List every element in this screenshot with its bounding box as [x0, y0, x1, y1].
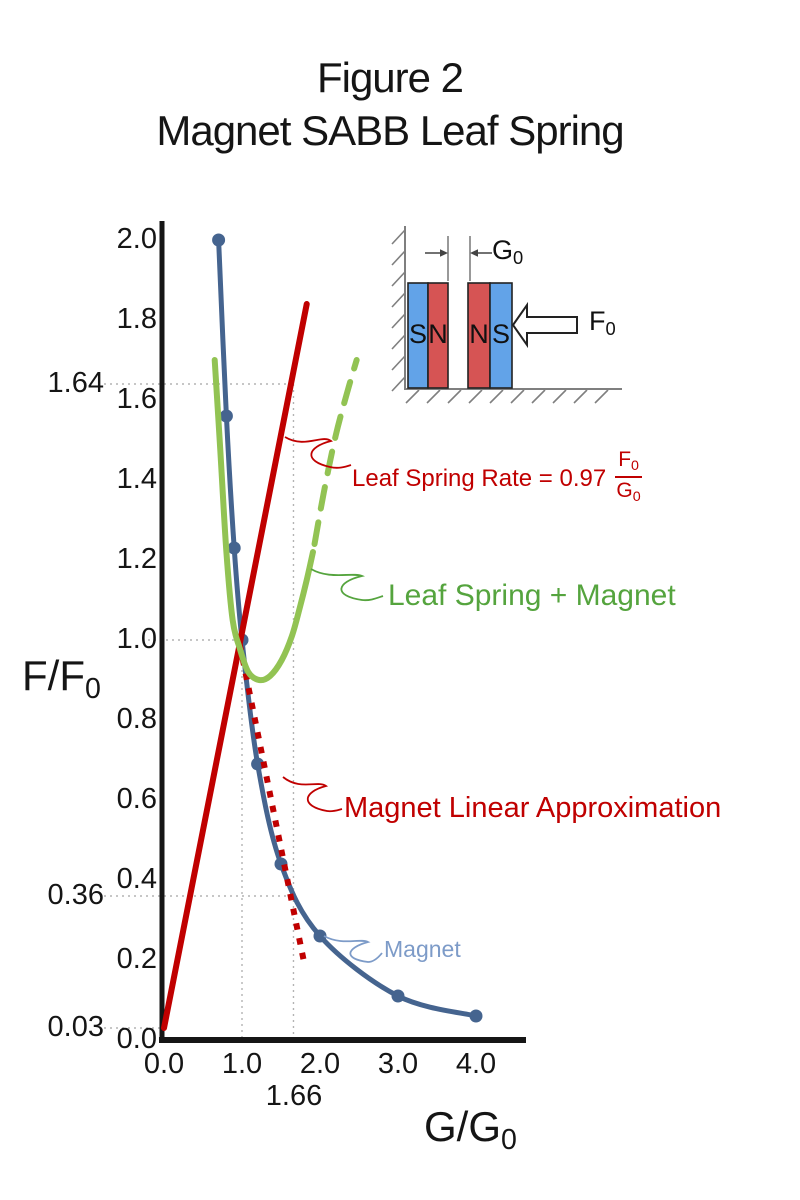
fraction-numerator: F0	[615, 448, 642, 478]
inset-wall-hatch	[391, 229, 406, 245]
y-tick-label-1.2: 1.2	[116, 543, 157, 575]
magnet-pole-label: N	[428, 319, 448, 349]
y-tick-label-0.8: 0.8	[116, 703, 157, 735]
inset-wall-hatch	[391, 376, 406, 392]
x-tick-label-0.0: 0.0	[143, 1048, 185, 1080]
magnet-data-point-6	[313, 929, 327, 943]
guide-label-1-66: 1.66	[265, 1080, 323, 1112]
inset-wall-hatch	[391, 292, 406, 308]
inset-ground-hatch	[405, 389, 420, 404]
magnet-data-point-2	[227, 541, 241, 555]
x-tick-label-1.0: 1.0	[221, 1048, 263, 1080]
fraction-denominator: G0	[616, 478, 641, 505]
y-tick-label-0.0: 0.0	[116, 1023, 157, 1055]
dim-arrowhead-left	[440, 249, 448, 257]
squiggle-leader-leaf-spring-plus-magnet	[310, 568, 384, 602]
x-tick-label-4.0: 4.0	[455, 1048, 497, 1080]
figure-title: Figure 2	[316, 54, 464, 101]
inset-ground-hatch	[531, 389, 546, 404]
inset-force-label-f0: F0	[589, 306, 616, 340]
x-tick-label-2.0: 2.0	[299, 1048, 341, 1080]
force-block-arrow	[511, 301, 578, 349]
squiggle-leader-magnet	[323, 935, 383, 963]
title-block: Figure 2 Magnet SABB Leaf Spring	[0, 52, 780, 157]
magnet-pole-label: S	[492, 319, 510, 349]
inset-ground-hatch	[552, 389, 567, 404]
guide-label-0.03: 0.03	[47, 1011, 104, 1043]
y-axis-title-base: F/F	[22, 652, 85, 699]
squiggle-leader-leaf-spring-rate	[284, 436, 352, 469]
inset-wall-hatch	[391, 334, 406, 350]
guide-label-1.64: 1.64	[47, 367, 104, 399]
inset-ground-hatch	[468, 389, 483, 404]
x-tick-label-3.0: 3.0	[377, 1048, 419, 1080]
series-path-1-leaf-spring-rate-line-slope-0-97-intercept-0-03-	[161, 301, 310, 1031]
y-axis-title-sub: 0	[84, 672, 101, 705]
y-tick-label-1.8: 1.8	[116, 303, 157, 335]
y-tick-label-0.6: 0.6	[116, 783, 157, 815]
magnet-pole-label: S	[409, 319, 427, 349]
y-tick-label-1.6: 1.6	[116, 383, 157, 415]
magnet-pole-label: N	[469, 319, 489, 349]
magnet-data-point-1	[219, 409, 233, 423]
inset-wall-hatch	[391, 313, 406, 329]
magnet-data-point-7	[391, 989, 405, 1003]
inset-ground-hatch	[510, 389, 525, 404]
figure-subtitle: Magnet SABB Leaf Spring	[156, 106, 624, 154]
inset-wall-hatch	[391, 250, 406, 266]
y-tick-label-0.2: 0.2	[116, 943, 157, 975]
inset-ground-hatch	[447, 389, 462, 404]
inset-ground-hatch	[426, 389, 441, 404]
annotation-leaf-spring-rate: Leaf Spring Rate = 0.97 F0 G0	[352, 448, 642, 507]
annotation-magnet-linear-approximation: Magnet Linear Approximation	[344, 792, 722, 824]
magnet-data-point-8	[469, 1009, 483, 1023]
inset-magnet-1-right-half	[489, 282, 513, 389]
inset-ground-hatch	[594, 389, 609, 404]
x-axis-title-base: G/G	[424, 1103, 502, 1150]
inset-magnet-0-right-half	[427, 282, 449, 389]
leader-squiggle-layer	[282, 436, 384, 963]
inset-wall-hatch	[391, 271, 406, 287]
inset-wall-hatch	[391, 355, 406, 371]
annotation-leaf-spring-plus-magnet: Leaf Spring + Magnet	[388, 579, 676, 612]
y-tick-label-1.0: 1.0	[116, 623, 157, 655]
squiggle-leader-magnet-linear-approximation	[282, 776, 343, 813]
x-axis-title-sub: 0	[501, 1123, 517, 1156]
guide-label-0.36: 0.36	[47, 879, 104, 911]
inset-gap-label-g0: G0	[492, 235, 524, 269]
inset-ground-hatch	[573, 389, 588, 404]
x-axis-title: G/G0	[424, 1103, 517, 1157]
dim-arrowhead-right	[470, 249, 478, 257]
y-tick-label-2.0: 2.0	[116, 223, 157, 255]
series-path-2-magnet-linear-approximation	[236, 643, 308, 965]
inset-ground-hatch	[489, 389, 504, 404]
fraction-f0-over-g0: F0 G0	[615, 448, 642, 505]
series-layer	[161, 233, 483, 1031]
gridline-layer	[104, 383, 295, 1040]
y-axis-title: F/F0	[22, 652, 101, 706]
series-path-4-leaf-spring-magnet-dashed-extrapolation-	[311, 357, 360, 547]
leaf-spring-rate-text: Leaf Spring Rate = 0.97	[352, 464, 607, 492]
y-tick-label-1.4: 1.4	[116, 463, 157, 495]
series-path-3-leaf-spring-magnet-solid-part-	[211, 357, 316, 684]
magnet-data-point-4	[251, 757, 265, 771]
axes-layer	[159, 221, 526, 1043]
annotation-magnet: Magnet	[384, 936, 461, 962]
magnet-data-point-0	[212, 233, 226, 247]
y-tick-label-0.4: 0.4	[116, 863, 157, 895]
